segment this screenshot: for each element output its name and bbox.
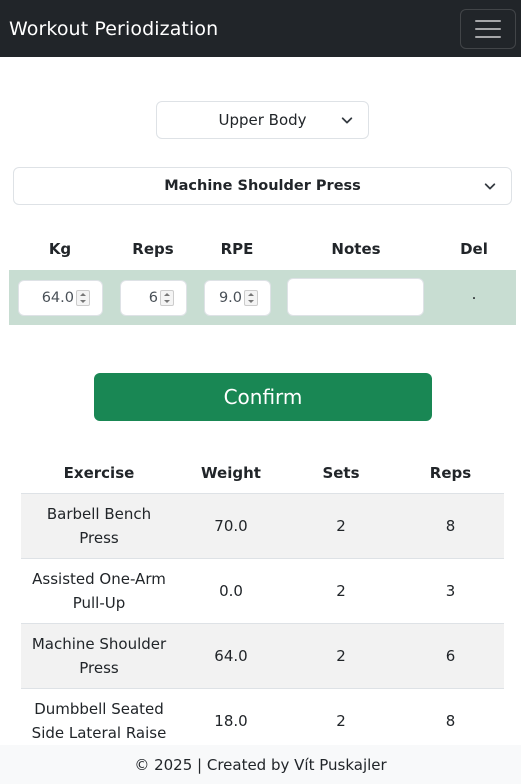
chevron-down-icon (484, 183, 496, 190)
navbar: Workout Periodization (0, 0, 521, 57)
table-row: Dumbbell Seated Side Lateral Raise 18.0 … (21, 688, 504, 754)
header-rpe: RPE (220, 240, 254, 258)
cell-reps: 6 (397, 623, 504, 689)
col-reps: Reps (397, 454, 504, 494)
footer: © 2025 | Created by Vít Puskajler (0, 745, 521, 784)
spinner-icon[interactable] (244, 290, 258, 306)
col-sets: Sets (285, 454, 397, 494)
cell-exercise: Machine Shoulder Press (21, 623, 177, 689)
reps-input[interactable]: 6 (120, 280, 187, 316)
col-weight: Weight (177, 454, 285, 494)
table-row: Barbell Bench Press 70.0 2 8 (21, 493, 504, 559)
cell-reps: 8 (397, 493, 504, 559)
cell-sets: 2 (285, 558, 397, 624)
exercise-select[interactable]: Machine Shoulder Press (13, 167, 512, 205)
header-kg: Kg (48, 240, 72, 258)
rpe-input[interactable]: 9.0 (204, 280, 271, 316)
header-del: Del (460, 240, 488, 258)
cell-weight: 70.0 (177, 493, 285, 559)
cell-sets: 2 (285, 493, 397, 559)
navbar-toggle-button[interactable] (460, 9, 516, 49)
notes-input[interactable] (287, 278, 424, 316)
history-table: Exercise Weight Sets Reps Barbell Bench … (21, 454, 504, 771)
day-select[interactable]: Upper Body (156, 101, 369, 139)
cell-sets: 2 (285, 688, 397, 754)
spinner-icon[interactable] (76, 290, 90, 306)
kg-value: 64.0 (41, 290, 74, 306)
cell-weight: 18.0 (177, 688, 285, 754)
chevron-down-icon (341, 117, 353, 124)
rpe-value: 9.0 (218, 290, 242, 306)
cell-reps: 8 (397, 688, 504, 754)
col-exercise: Exercise (21, 454, 177, 494)
header-notes: Notes (331, 240, 381, 258)
header-reps: Reps (132, 240, 174, 258)
hamburger-icon-line (475, 28, 501, 30)
reps-value: 6 (148, 290, 158, 306)
delete-set-button[interactable]: . (471, 285, 477, 303)
day-select-value: Upper Body (218, 111, 307, 129)
cell-exercise: Dumbbell Seated Side Lateral Raise (21, 688, 177, 754)
cell-weight: 64.0 (177, 623, 285, 689)
kg-input[interactable]: 64.0 (18, 280, 103, 316)
table-row: Machine Shoulder Press 64.0 2 6 (21, 623, 504, 689)
app-title[interactable]: Workout Periodization (9, 17, 219, 40)
cell-sets: 2 (285, 623, 397, 689)
cell-exercise: Barbell Bench Press (21, 493, 177, 559)
cell-reps: 3 (397, 558, 504, 624)
hamburger-icon-line (475, 36, 501, 38)
exercise-select-value: Machine Shoulder Press (164, 178, 361, 194)
hamburger-icon (475, 20, 501, 22)
table-row: Assisted One-Arm Pull-Up 0.0 2 3 (21, 558, 504, 624)
cell-weight: 0.0 (177, 558, 285, 624)
confirm-button[interactable]: Confirm (94, 373, 432, 421)
spinner-icon[interactable] (160, 290, 174, 306)
cell-exercise: Assisted One-Arm Pull-Up (21, 558, 177, 624)
